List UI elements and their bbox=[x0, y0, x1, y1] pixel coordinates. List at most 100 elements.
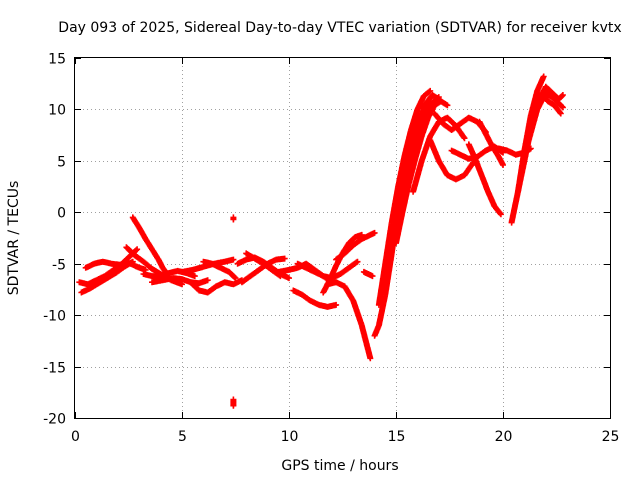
series-arc-10 bbox=[200, 258, 239, 282]
data-point-marker bbox=[461, 161, 476, 179]
data-point-marker bbox=[367, 355, 374, 362]
data-point-marker bbox=[540, 73, 547, 80]
data-point-marker bbox=[369, 273, 376, 280]
data-point-marker bbox=[427, 137, 442, 163]
data-point-marker bbox=[416, 101, 429, 123]
x-tick-label: 10 bbox=[281, 429, 299, 445]
data-point-marker bbox=[557, 110, 564, 117]
data-point-marker bbox=[461, 135, 468, 142]
data-point-marker bbox=[112, 264, 127, 276]
data-point-marker bbox=[337, 265, 351, 277]
y-tick-label: -10 bbox=[43, 309, 66, 325]
data-point-marker bbox=[435, 94, 442, 101]
y-tick-label: -20 bbox=[43, 412, 66, 428]
data-point-marker bbox=[497, 211, 504, 218]
data-point-marker bbox=[534, 74, 547, 94]
data-point-marker bbox=[230, 216, 237, 223]
data-point-marker bbox=[427, 87, 434, 94]
data-point-marker bbox=[414, 94, 427, 113]
data-point-marker bbox=[410, 123, 425, 159]
data-point-marker bbox=[345, 234, 358, 247]
data-point-marker bbox=[204, 277, 211, 284]
data-points bbox=[76, 73, 566, 409]
data-point-marker bbox=[277, 273, 284, 280]
y-tick-label: 15 bbox=[48, 52, 66, 68]
data-point-marker bbox=[401, 154, 416, 195]
data-point-marker bbox=[478, 172, 491, 194]
series-arc-33 bbox=[476, 118, 506, 168]
data-point-marker bbox=[431, 110, 446, 126]
series-arc-27 bbox=[393, 94, 442, 236]
data-point-marker bbox=[375, 262, 389, 308]
y-tick-labels: -20 -15 -10 -5 0 5 10 15 bbox=[43, 52, 66, 428]
data-point-marker bbox=[476, 118, 489, 136]
series-arc-17 bbox=[290, 287, 340, 310]
series-arc-15 bbox=[243, 250, 284, 280]
data-point-marker bbox=[420, 88, 433, 100]
y-tick-label: 5 bbox=[57, 155, 66, 171]
data-point-marker bbox=[542, 83, 555, 96]
data-point-marker bbox=[333, 301, 340, 308]
data-point-marker bbox=[521, 113, 534, 154]
data-point-marker bbox=[482, 131, 495, 149]
data-point-marker bbox=[281, 255, 288, 262]
x-tick-label: 0 bbox=[71, 429, 80, 445]
chart-title: Day 093 of 2025, Sidereal Day-to-day VTE… bbox=[58, 20, 621, 36]
data-point-marker bbox=[401, 128, 414, 159]
data-point-marker bbox=[375, 292, 388, 329]
data-point-marker bbox=[470, 159, 476, 166]
data-point-marker bbox=[341, 243, 356, 257]
data-point-marker bbox=[358, 322, 373, 360]
y-axis-label: SDTVAR / TECUs bbox=[6, 181, 22, 296]
data-point-marker bbox=[444, 102, 451, 109]
data-point-marker bbox=[326, 264, 339, 284]
series-arc-21 bbox=[333, 229, 378, 263]
data-point-marker bbox=[371, 229, 378, 236]
data-point-marker bbox=[393, 190, 408, 236]
data-point-marker bbox=[187, 279, 202, 293]
x-axis-label: GPS time / hours bbox=[281, 458, 398, 474]
data-point-marker bbox=[179, 281, 185, 288]
series-arc-29 bbox=[427, 137, 476, 183]
data-point-marker bbox=[102, 267, 116, 280]
data-point-marker bbox=[230, 402, 237, 409]
data-point-marker bbox=[485, 188, 497, 208]
data-point-marker bbox=[384, 236, 397, 277]
series-arc-14 bbox=[238, 255, 288, 286]
series-arc-09 bbox=[187, 277, 245, 296]
axis-ticks bbox=[75, 58, 611, 419]
data-point-marker bbox=[536, 85, 549, 103]
data-point-marker bbox=[191, 273, 198, 280]
data-point-marker bbox=[410, 159, 425, 195]
data-point-marker bbox=[425, 103, 437, 121]
x-tick-label: 20 bbox=[495, 429, 513, 445]
series-arc-38 bbox=[530, 83, 566, 121]
data-point-marker bbox=[230, 256, 237, 263]
x-tick-label: 5 bbox=[178, 429, 187, 445]
data-point-marker bbox=[515, 148, 528, 195]
y-tick-label: -15 bbox=[43, 361, 66, 377]
series-arc-36 bbox=[515, 73, 547, 195]
series-arc-32 bbox=[465, 141, 504, 218]
data-point-marker bbox=[418, 102, 433, 128]
series-arc-04 bbox=[129, 214, 170, 277]
data-point-marker bbox=[136, 224, 148, 241]
data-point-marker bbox=[134, 246, 141, 253]
data-point-marker bbox=[232, 275, 239, 282]
data-point-marker bbox=[382, 220, 395, 267]
series-arc-22 bbox=[360, 268, 376, 280]
data-point-marker bbox=[204, 284, 219, 296]
x-tick-label: 25 bbox=[602, 429, 620, 445]
data-point-marker bbox=[320, 278, 332, 296]
data-point-marker bbox=[131, 252, 146, 264]
series-arc-11 bbox=[230, 214, 237, 223]
data-point-marker bbox=[500, 162, 506, 168]
data-point-marker bbox=[354, 258, 361, 265]
data-point-marker bbox=[555, 92, 566, 103]
series-arc-19 bbox=[324, 279, 374, 362]
data-point-marker bbox=[427, 120, 442, 140]
data-point-marker bbox=[226, 268, 238, 281]
x-tick-labels: 0 5 10 15 20 25 bbox=[71, 429, 619, 445]
series-arc-24 bbox=[375, 87, 434, 308]
